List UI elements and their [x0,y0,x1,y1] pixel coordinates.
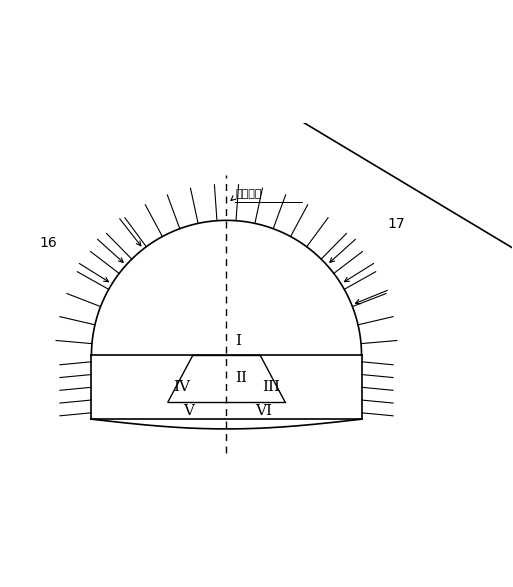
Text: 17: 17 [387,217,405,231]
Text: II: II [235,371,247,385]
Text: V: V [184,404,194,418]
Text: 16: 16 [39,236,57,250]
Text: III: III [263,380,281,394]
Text: 隧道中线: 隧道中线 [235,190,262,200]
Text: IV: IV [173,380,190,394]
Text: VI: VI [255,404,272,418]
Text: I: I [235,334,242,348]
